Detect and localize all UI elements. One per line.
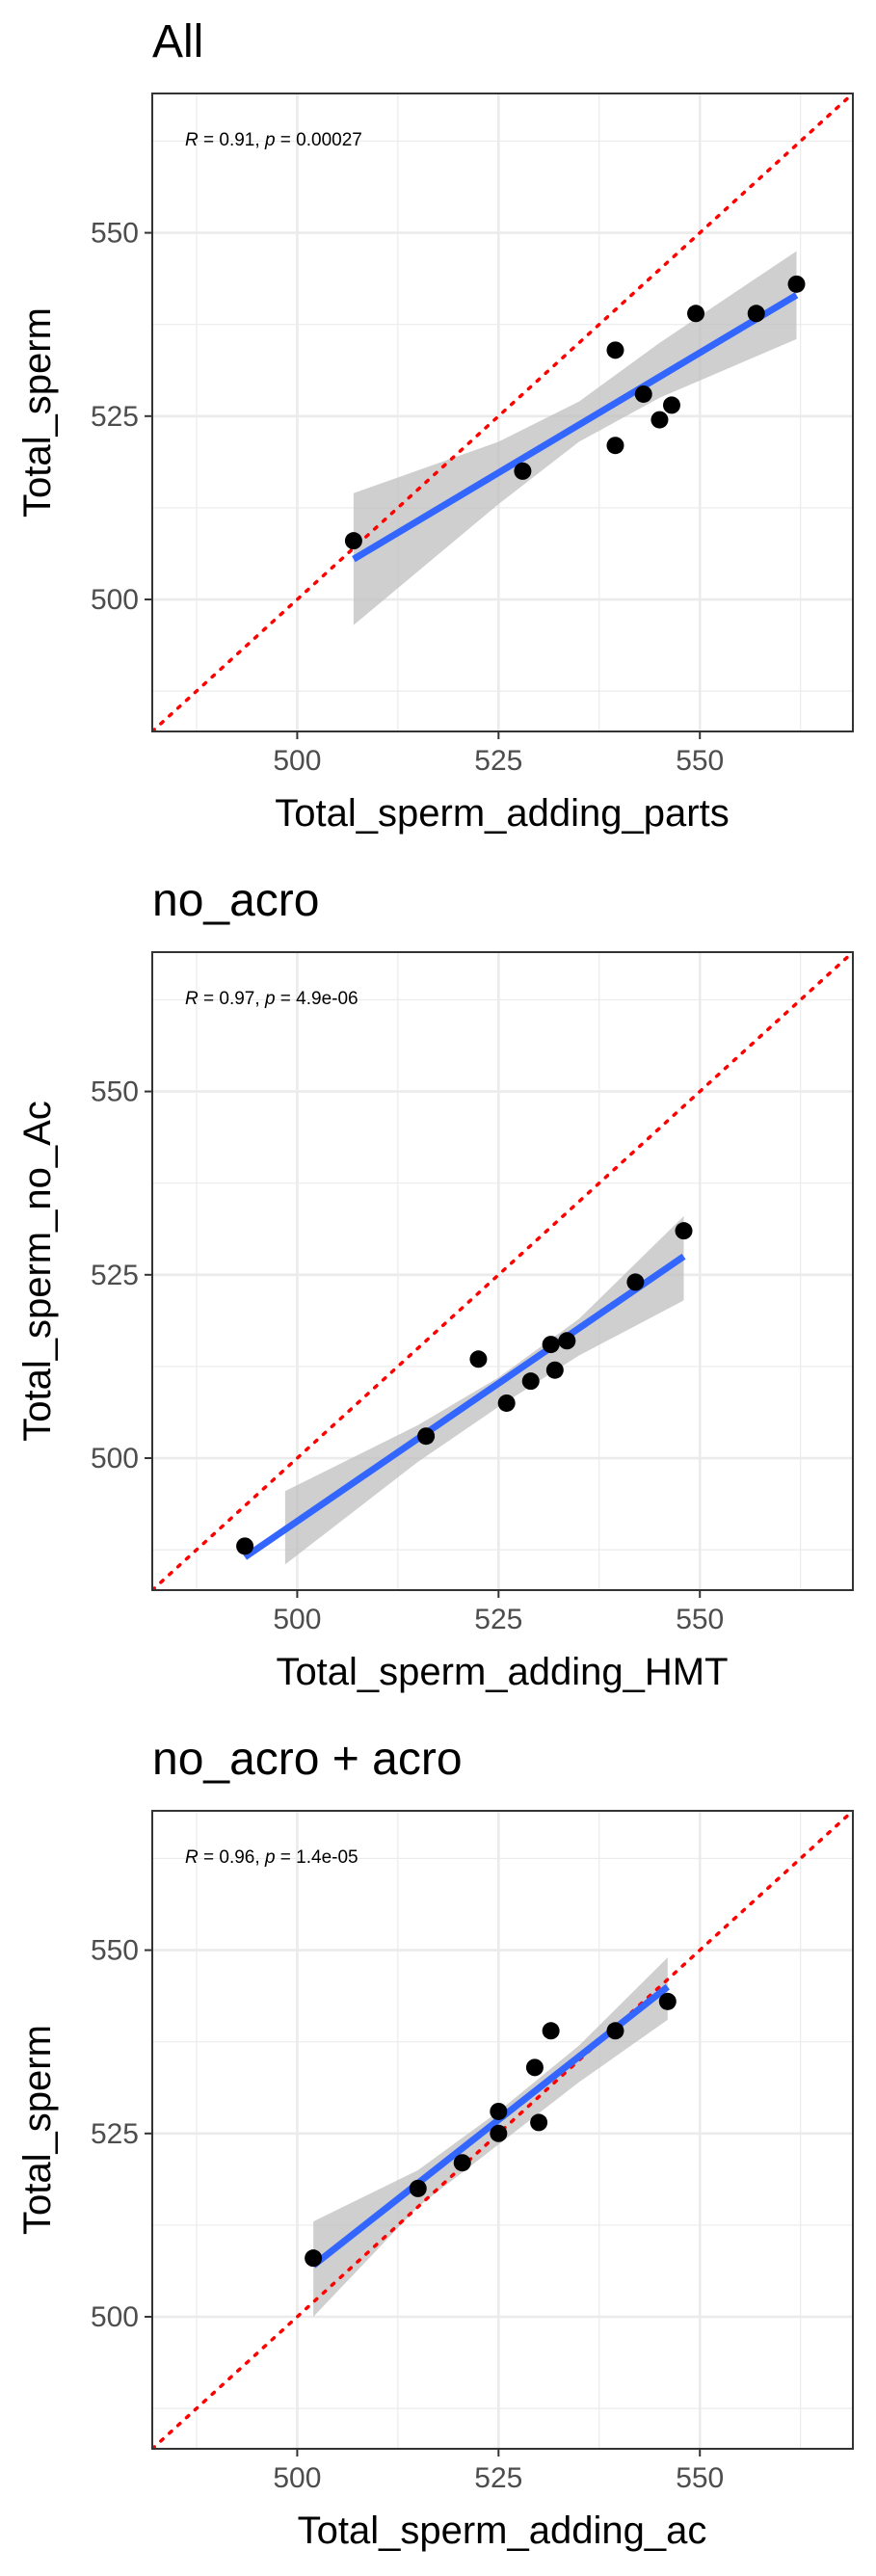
panel-border xyxy=(151,1810,854,2450)
regression-line xyxy=(352,292,799,563)
p-value: = 4.9e-06 xyxy=(276,989,358,1009)
p-label: p xyxy=(264,989,276,1009)
data-point xyxy=(606,341,624,359)
p-label: p xyxy=(264,1847,276,1868)
confidence-band xyxy=(313,1957,668,2318)
reference-line xyxy=(152,93,853,731)
y-axis-label: Total_sperm xyxy=(16,2025,59,2235)
data-point xyxy=(675,1222,693,1240)
y-tick-label: 550 xyxy=(91,1076,139,1108)
r-label: R xyxy=(185,1847,199,1868)
data-point xyxy=(658,1992,677,2010)
chart-title: no_acro + acro xyxy=(152,1734,463,1785)
data-point xyxy=(542,2022,560,2040)
r-value: = 0.96, xyxy=(199,1847,265,1868)
panel-border xyxy=(151,951,854,1591)
x-tick-label: 500 xyxy=(273,1604,321,1635)
y-tick-label: 500 xyxy=(91,1443,139,1474)
data-point xyxy=(469,1350,488,1368)
p-label: p xyxy=(264,130,276,150)
y-axis-label: Total_sperm_no_Ac xyxy=(16,1101,59,1442)
x-tick-label: 525 xyxy=(474,2462,522,2494)
chart-panel-2: no_acro 500 525 550 500 525 550 R = 0.97, p =… xyxy=(0,859,876,1717)
x-tick-label: 500 xyxy=(273,745,321,777)
data-point xyxy=(490,2102,508,2120)
data-point xyxy=(558,1332,576,1350)
chart-title: All xyxy=(152,16,203,67)
scatter-plot-2: no_acro 500 525 550 500 525 550 R = 0.97, p =… xyxy=(16,875,854,1693)
plot-layers xyxy=(152,1811,853,2449)
data-point xyxy=(530,2113,548,2132)
data-point xyxy=(687,305,705,323)
correlation-annotation: R = 0.96, p = 1.4e-05 xyxy=(185,1847,358,1868)
data-point xyxy=(490,2124,508,2142)
r-label: R xyxy=(185,989,199,1009)
reference-line xyxy=(152,952,853,1590)
data-point xyxy=(417,1427,436,1446)
y-tick-label: 500 xyxy=(91,2301,139,2333)
data-point xyxy=(514,462,532,480)
data-point xyxy=(521,1372,540,1391)
data-point xyxy=(662,396,680,414)
x-tick-label: 525 xyxy=(474,1604,522,1635)
correlation-annotation: R = 0.91, p = 0.00027 xyxy=(185,130,362,150)
p-value: = 1.4e-05 xyxy=(276,1847,358,1868)
r-label: R xyxy=(185,130,199,150)
data-point xyxy=(545,1361,564,1379)
p-value: = 0.00027 xyxy=(276,130,362,150)
x-tick-label: 550 xyxy=(676,2462,724,2494)
y-tick-label: 500 xyxy=(91,584,139,616)
r-value: = 0.97, xyxy=(199,989,265,1009)
y-tick-label: 525 xyxy=(91,1260,139,1291)
scatter-plot-3: no_acro + acro 500 525 550 500 525 550 R = 0.… xyxy=(16,1734,854,2552)
chart-panel-3: no_acro + acro 500 525 550 500 525 550 R = 0.… xyxy=(0,1717,876,2576)
data-point xyxy=(787,275,806,293)
scatter-plot-1: All 500 525 550 500 525 550 R = 0.91, p = 0.0… xyxy=(16,16,854,835)
confidence-band xyxy=(353,251,797,625)
data-point xyxy=(453,2154,471,2172)
chart-panel-1: All 500 525 550 500 525 550 R = 0.91, p = 0.0… xyxy=(0,0,876,859)
data-point xyxy=(305,2249,323,2268)
x-tick-label: 550 xyxy=(676,1604,724,1635)
y-tick-label: 525 xyxy=(91,401,139,433)
panel-border xyxy=(151,93,854,732)
data-point xyxy=(497,1394,516,1412)
x-axis-label: Total_sperm_adding_ac xyxy=(298,2510,707,2552)
y-tick-label: 550 xyxy=(91,1935,139,1967)
data-point xyxy=(606,437,624,455)
data-point xyxy=(542,1336,560,1354)
x-tick-label: 550 xyxy=(676,745,724,777)
data-point xyxy=(606,2022,624,2040)
data-point xyxy=(747,305,765,323)
x-tick-label: 500 xyxy=(273,2462,321,2494)
plot-layers xyxy=(152,93,853,731)
x-axis-label: Total_sperm_adding_parts xyxy=(275,792,729,835)
r-value: = 0.91, xyxy=(199,130,265,150)
data-point xyxy=(236,1537,254,1555)
y-tick-label: 550 xyxy=(91,218,139,250)
data-point xyxy=(409,2179,427,2197)
data-point xyxy=(525,2058,544,2077)
y-tick-label: 525 xyxy=(91,2118,139,2150)
correlation-annotation: R = 0.97, p = 4.9e-06 xyxy=(185,989,358,1009)
chart-title: no_acro xyxy=(152,875,319,926)
regression-line xyxy=(243,1253,686,1560)
x-axis-label: Total_sperm_adding_HMT xyxy=(276,1651,728,1693)
data-point xyxy=(626,1273,645,1291)
data-point xyxy=(634,385,652,403)
y-axis-label: Total_sperm xyxy=(16,307,59,518)
x-tick-label: 525 xyxy=(474,745,522,777)
data-point xyxy=(344,532,362,550)
data-point xyxy=(650,411,669,429)
plot-layers xyxy=(152,952,853,1590)
